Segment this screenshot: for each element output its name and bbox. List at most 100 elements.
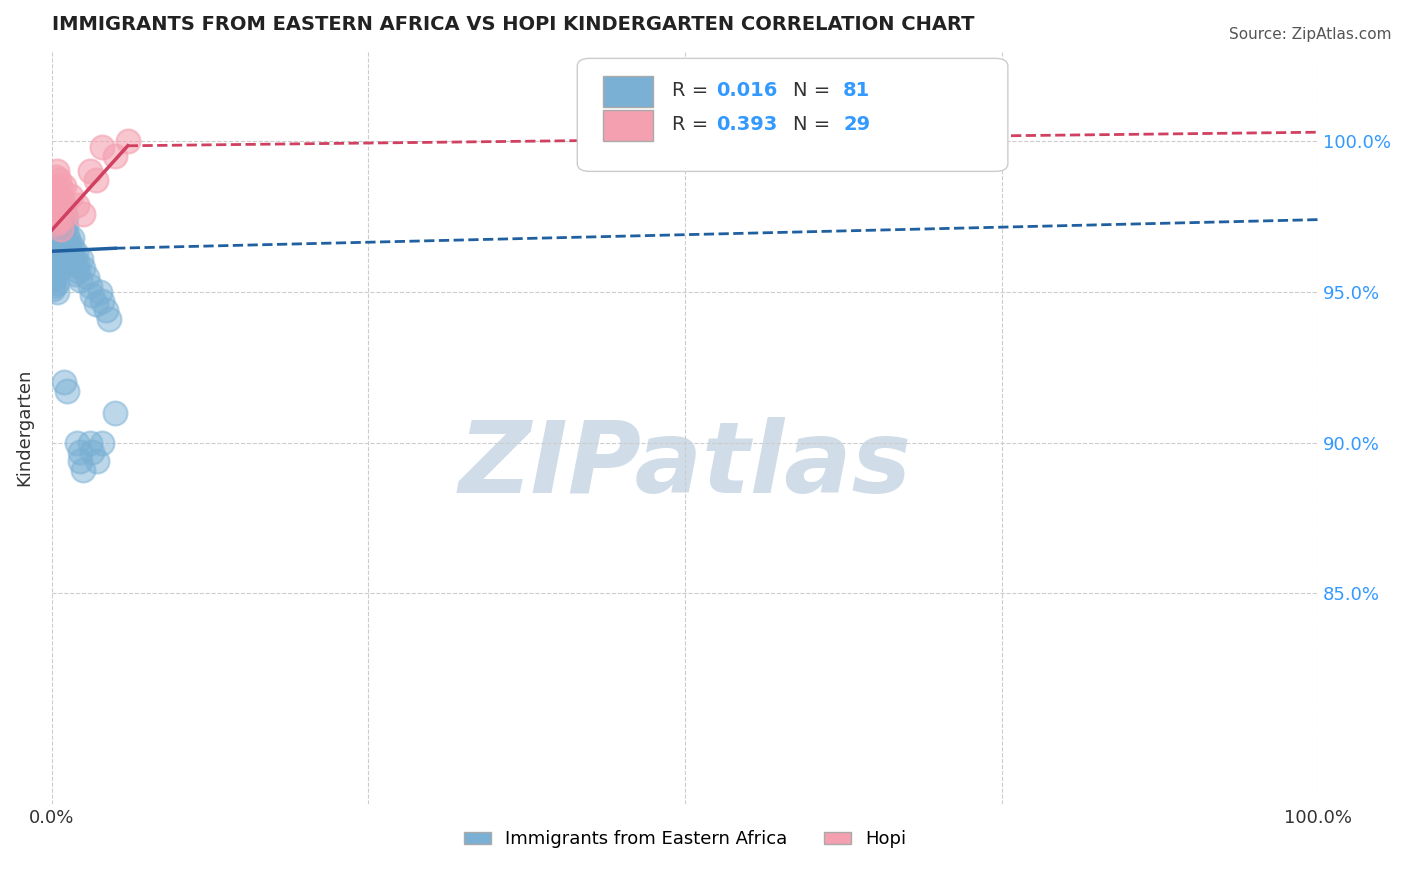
Point bbox=[79, 435, 101, 450]
Point bbox=[45, 197, 67, 211]
Point bbox=[42, 201, 65, 215]
Point bbox=[104, 405, 127, 419]
Point bbox=[56, 236, 79, 251]
Point bbox=[48, 212, 70, 227]
Point bbox=[84, 297, 107, 311]
Point bbox=[51, 243, 73, 257]
Point bbox=[66, 255, 89, 269]
Point bbox=[84, 173, 107, 187]
FancyBboxPatch shape bbox=[578, 58, 1008, 171]
Text: N =: N = bbox=[793, 80, 837, 100]
Point bbox=[53, 376, 76, 390]
Point bbox=[45, 258, 67, 272]
Point bbox=[49, 216, 72, 230]
Point bbox=[67, 264, 90, 278]
Point bbox=[42, 230, 65, 244]
Point bbox=[44, 279, 66, 293]
Point bbox=[58, 234, 80, 248]
Point bbox=[91, 435, 114, 450]
Point bbox=[45, 206, 67, 220]
Point bbox=[53, 201, 76, 215]
Point bbox=[53, 210, 76, 224]
Point bbox=[82, 288, 104, 302]
Point bbox=[59, 188, 82, 202]
Point bbox=[51, 234, 73, 248]
Point bbox=[58, 243, 80, 257]
Text: IMMIGRANTS FROM EASTERN AFRICA VS HOPI KINDERGARTEN CORRELATION CHART: IMMIGRANTS FROM EASTERN AFRICA VS HOPI K… bbox=[52, 15, 974, 34]
FancyBboxPatch shape bbox=[603, 76, 654, 107]
Point bbox=[45, 245, 67, 260]
Point bbox=[58, 255, 80, 269]
Point bbox=[45, 285, 67, 299]
Point bbox=[48, 173, 70, 187]
Point bbox=[62, 249, 84, 263]
Point bbox=[59, 252, 82, 266]
Point bbox=[45, 267, 67, 281]
Point bbox=[45, 276, 67, 290]
Point bbox=[42, 282, 65, 296]
Point bbox=[45, 170, 67, 185]
Point bbox=[45, 225, 67, 239]
Point bbox=[86, 454, 108, 468]
Point bbox=[65, 245, 87, 260]
Point bbox=[46, 194, 69, 209]
Point bbox=[91, 140, 114, 154]
Point bbox=[42, 255, 65, 269]
Point bbox=[66, 435, 89, 450]
Point bbox=[48, 219, 70, 233]
Point bbox=[44, 269, 66, 284]
Point bbox=[60, 230, 83, 244]
Point bbox=[44, 225, 66, 239]
Point bbox=[48, 227, 70, 242]
Point bbox=[49, 225, 72, 239]
Point bbox=[42, 264, 65, 278]
Point bbox=[44, 260, 66, 275]
Point bbox=[44, 188, 66, 202]
Point bbox=[52, 221, 75, 235]
Text: Source: ZipAtlas.com: Source: ZipAtlas.com bbox=[1229, 27, 1392, 42]
Point bbox=[55, 210, 77, 224]
Point bbox=[49, 221, 72, 235]
Point bbox=[44, 252, 66, 266]
Point bbox=[56, 227, 79, 242]
Point bbox=[79, 279, 101, 293]
Point bbox=[82, 444, 104, 458]
Point bbox=[69, 444, 91, 458]
Point bbox=[60, 240, 83, 254]
Point bbox=[97, 312, 120, 326]
Point bbox=[96, 303, 118, 318]
Legend: Immigrants from Eastern Africa, Hopi: Immigrants from Eastern Africa, Hopi bbox=[457, 823, 914, 855]
Point bbox=[66, 197, 89, 211]
Point bbox=[42, 221, 65, 235]
Point bbox=[42, 219, 65, 233]
Point bbox=[46, 203, 69, 218]
Text: R =: R = bbox=[672, 80, 714, 100]
Point bbox=[51, 192, 73, 206]
Point bbox=[56, 384, 79, 399]
Point bbox=[63, 267, 86, 281]
Point bbox=[52, 230, 75, 244]
Point bbox=[45, 219, 67, 233]
Point bbox=[58, 245, 80, 260]
Text: 81: 81 bbox=[844, 80, 870, 100]
Point bbox=[42, 273, 65, 287]
Point bbox=[46, 240, 69, 254]
Point bbox=[63, 258, 86, 272]
Point bbox=[41, 194, 63, 209]
Point bbox=[42, 240, 65, 254]
Point bbox=[53, 240, 76, 254]
Point bbox=[55, 219, 77, 233]
Point bbox=[42, 179, 65, 194]
Point bbox=[45, 164, 67, 178]
Point bbox=[79, 164, 101, 178]
FancyBboxPatch shape bbox=[603, 110, 654, 141]
Point bbox=[69, 273, 91, 287]
Point bbox=[117, 134, 139, 148]
Point bbox=[53, 179, 76, 194]
Point bbox=[46, 230, 69, 244]
Point bbox=[46, 221, 69, 235]
Point bbox=[44, 210, 66, 224]
Point bbox=[70, 252, 93, 266]
Point bbox=[44, 234, 66, 248]
Point bbox=[72, 206, 94, 220]
